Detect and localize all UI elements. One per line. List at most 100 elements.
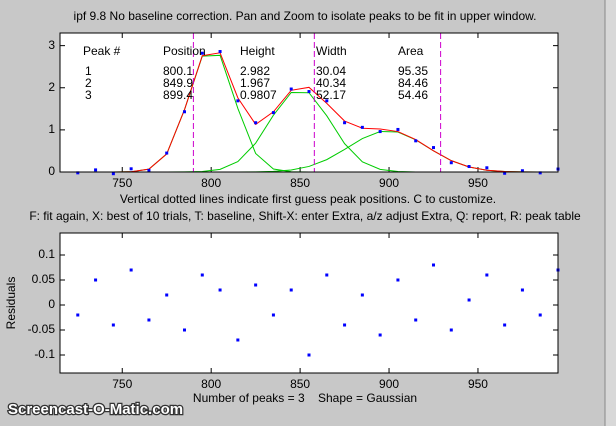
table-cell: 40.34 xyxy=(316,76,346,90)
y-tick-label: 1 xyxy=(48,122,55,136)
data-point xyxy=(307,90,311,94)
data-point xyxy=(76,171,80,175)
data-point xyxy=(165,293,169,297)
data-point xyxy=(94,278,98,282)
data-point xyxy=(254,121,258,125)
data-point xyxy=(396,127,400,131)
axes-background xyxy=(60,233,558,373)
data-point xyxy=(147,318,151,322)
data-point xyxy=(432,146,435,150)
data-point xyxy=(236,338,240,342)
chart-title: ipf 9.8 No baseline correction. Pan and … xyxy=(74,9,537,23)
table-cell: 3 xyxy=(85,88,92,102)
data-point xyxy=(414,318,418,322)
data-point xyxy=(360,293,364,297)
data-point xyxy=(200,273,204,277)
data-point xyxy=(76,313,80,317)
table-cell: 95.35 xyxy=(398,64,428,78)
note: Vertical dotted lines indicate first gue… xyxy=(120,192,496,206)
x-tick-label: 750 xyxy=(112,176,132,190)
note: F: fit again, X: best of 10 trials, T: b… xyxy=(29,209,581,223)
y-tick-label: 0 xyxy=(48,297,55,311)
watermark: Screencast-O-Matic.com xyxy=(8,401,183,418)
data-point xyxy=(325,273,329,277)
data-point xyxy=(360,125,364,129)
y-tick-label: 0.05 xyxy=(32,272,56,286)
data-point xyxy=(236,99,240,103)
y-tick-label: 0.1 xyxy=(38,247,55,261)
axes-background xyxy=(60,33,558,172)
data-point xyxy=(503,171,507,175)
data-point xyxy=(485,273,489,277)
data-point xyxy=(129,167,133,171)
data-point xyxy=(111,172,115,176)
table-cell: 1.967 xyxy=(240,76,270,90)
data-point xyxy=(467,298,471,302)
x-tick-label: 800 xyxy=(201,176,221,190)
data-point xyxy=(147,168,151,172)
data-point xyxy=(94,168,98,172)
y-tick-label: 3 xyxy=(48,38,55,52)
table-cell: 800.1 xyxy=(163,64,193,78)
series-line xyxy=(77,52,559,173)
data-point xyxy=(289,87,293,91)
table-cell: 2.982 xyxy=(240,64,270,78)
x-tick-label: 950 xyxy=(468,377,488,391)
data-point xyxy=(325,99,329,103)
data-point xyxy=(218,288,222,292)
y-tick-label: 2 xyxy=(48,80,55,94)
y-tick-label: 0 xyxy=(48,164,55,178)
data-point xyxy=(129,268,133,272)
x-tick-label: 800 xyxy=(201,377,221,391)
data-point xyxy=(271,313,275,317)
data-point xyxy=(218,50,222,54)
window-edge xyxy=(605,0,616,426)
x-tick-label: 900 xyxy=(379,176,399,190)
data-point xyxy=(271,111,275,115)
data-point xyxy=(183,110,186,114)
x-tick-label: 850 xyxy=(290,377,310,391)
table-cell: 1 xyxy=(85,64,92,78)
table-cell: 54.46 xyxy=(398,88,428,102)
table-header: Height xyxy=(240,44,275,58)
data-point xyxy=(449,328,453,332)
axes-frame xyxy=(59,232,559,374)
data-point xyxy=(254,283,258,287)
data-point xyxy=(432,263,435,267)
x-tick-label: 950 xyxy=(468,176,488,190)
data-point xyxy=(538,171,542,175)
table-cell: 84.46 xyxy=(398,76,428,90)
x-tick-label: 850 xyxy=(290,176,310,190)
table-header: Width xyxy=(316,44,347,58)
data-point xyxy=(520,169,524,173)
table-header: Area xyxy=(398,44,424,58)
data-point xyxy=(396,278,400,282)
table-header: Position xyxy=(163,44,206,58)
data-point xyxy=(343,121,347,125)
table-cell: 2 xyxy=(85,76,92,90)
data-point xyxy=(307,353,311,357)
data-point xyxy=(378,130,382,134)
data-point xyxy=(503,323,507,327)
data-point xyxy=(343,323,347,327)
data-point xyxy=(449,161,453,165)
data-point xyxy=(289,288,293,292)
data-point xyxy=(111,323,115,327)
data-point xyxy=(520,288,524,292)
table-cell: 52.17 xyxy=(316,88,346,102)
table-cell: 0.9807 xyxy=(240,88,277,102)
y-tick-label: -0.05 xyxy=(28,322,56,336)
x-tick-label: 900 xyxy=(379,377,399,391)
data-point xyxy=(183,328,186,332)
table-cell: 899.4 xyxy=(163,88,193,102)
y-tick-label: -0.1 xyxy=(34,347,55,361)
table-header: Peak # xyxy=(83,44,121,58)
data-point xyxy=(378,333,382,337)
data-point xyxy=(538,313,542,317)
axes-frame xyxy=(59,32,559,173)
data-point xyxy=(200,51,204,55)
x-tick-label: 750 xyxy=(112,377,132,391)
table-cell: 849.9 xyxy=(163,76,193,90)
data-point xyxy=(414,139,418,143)
table-cell: 30.04 xyxy=(316,64,346,78)
